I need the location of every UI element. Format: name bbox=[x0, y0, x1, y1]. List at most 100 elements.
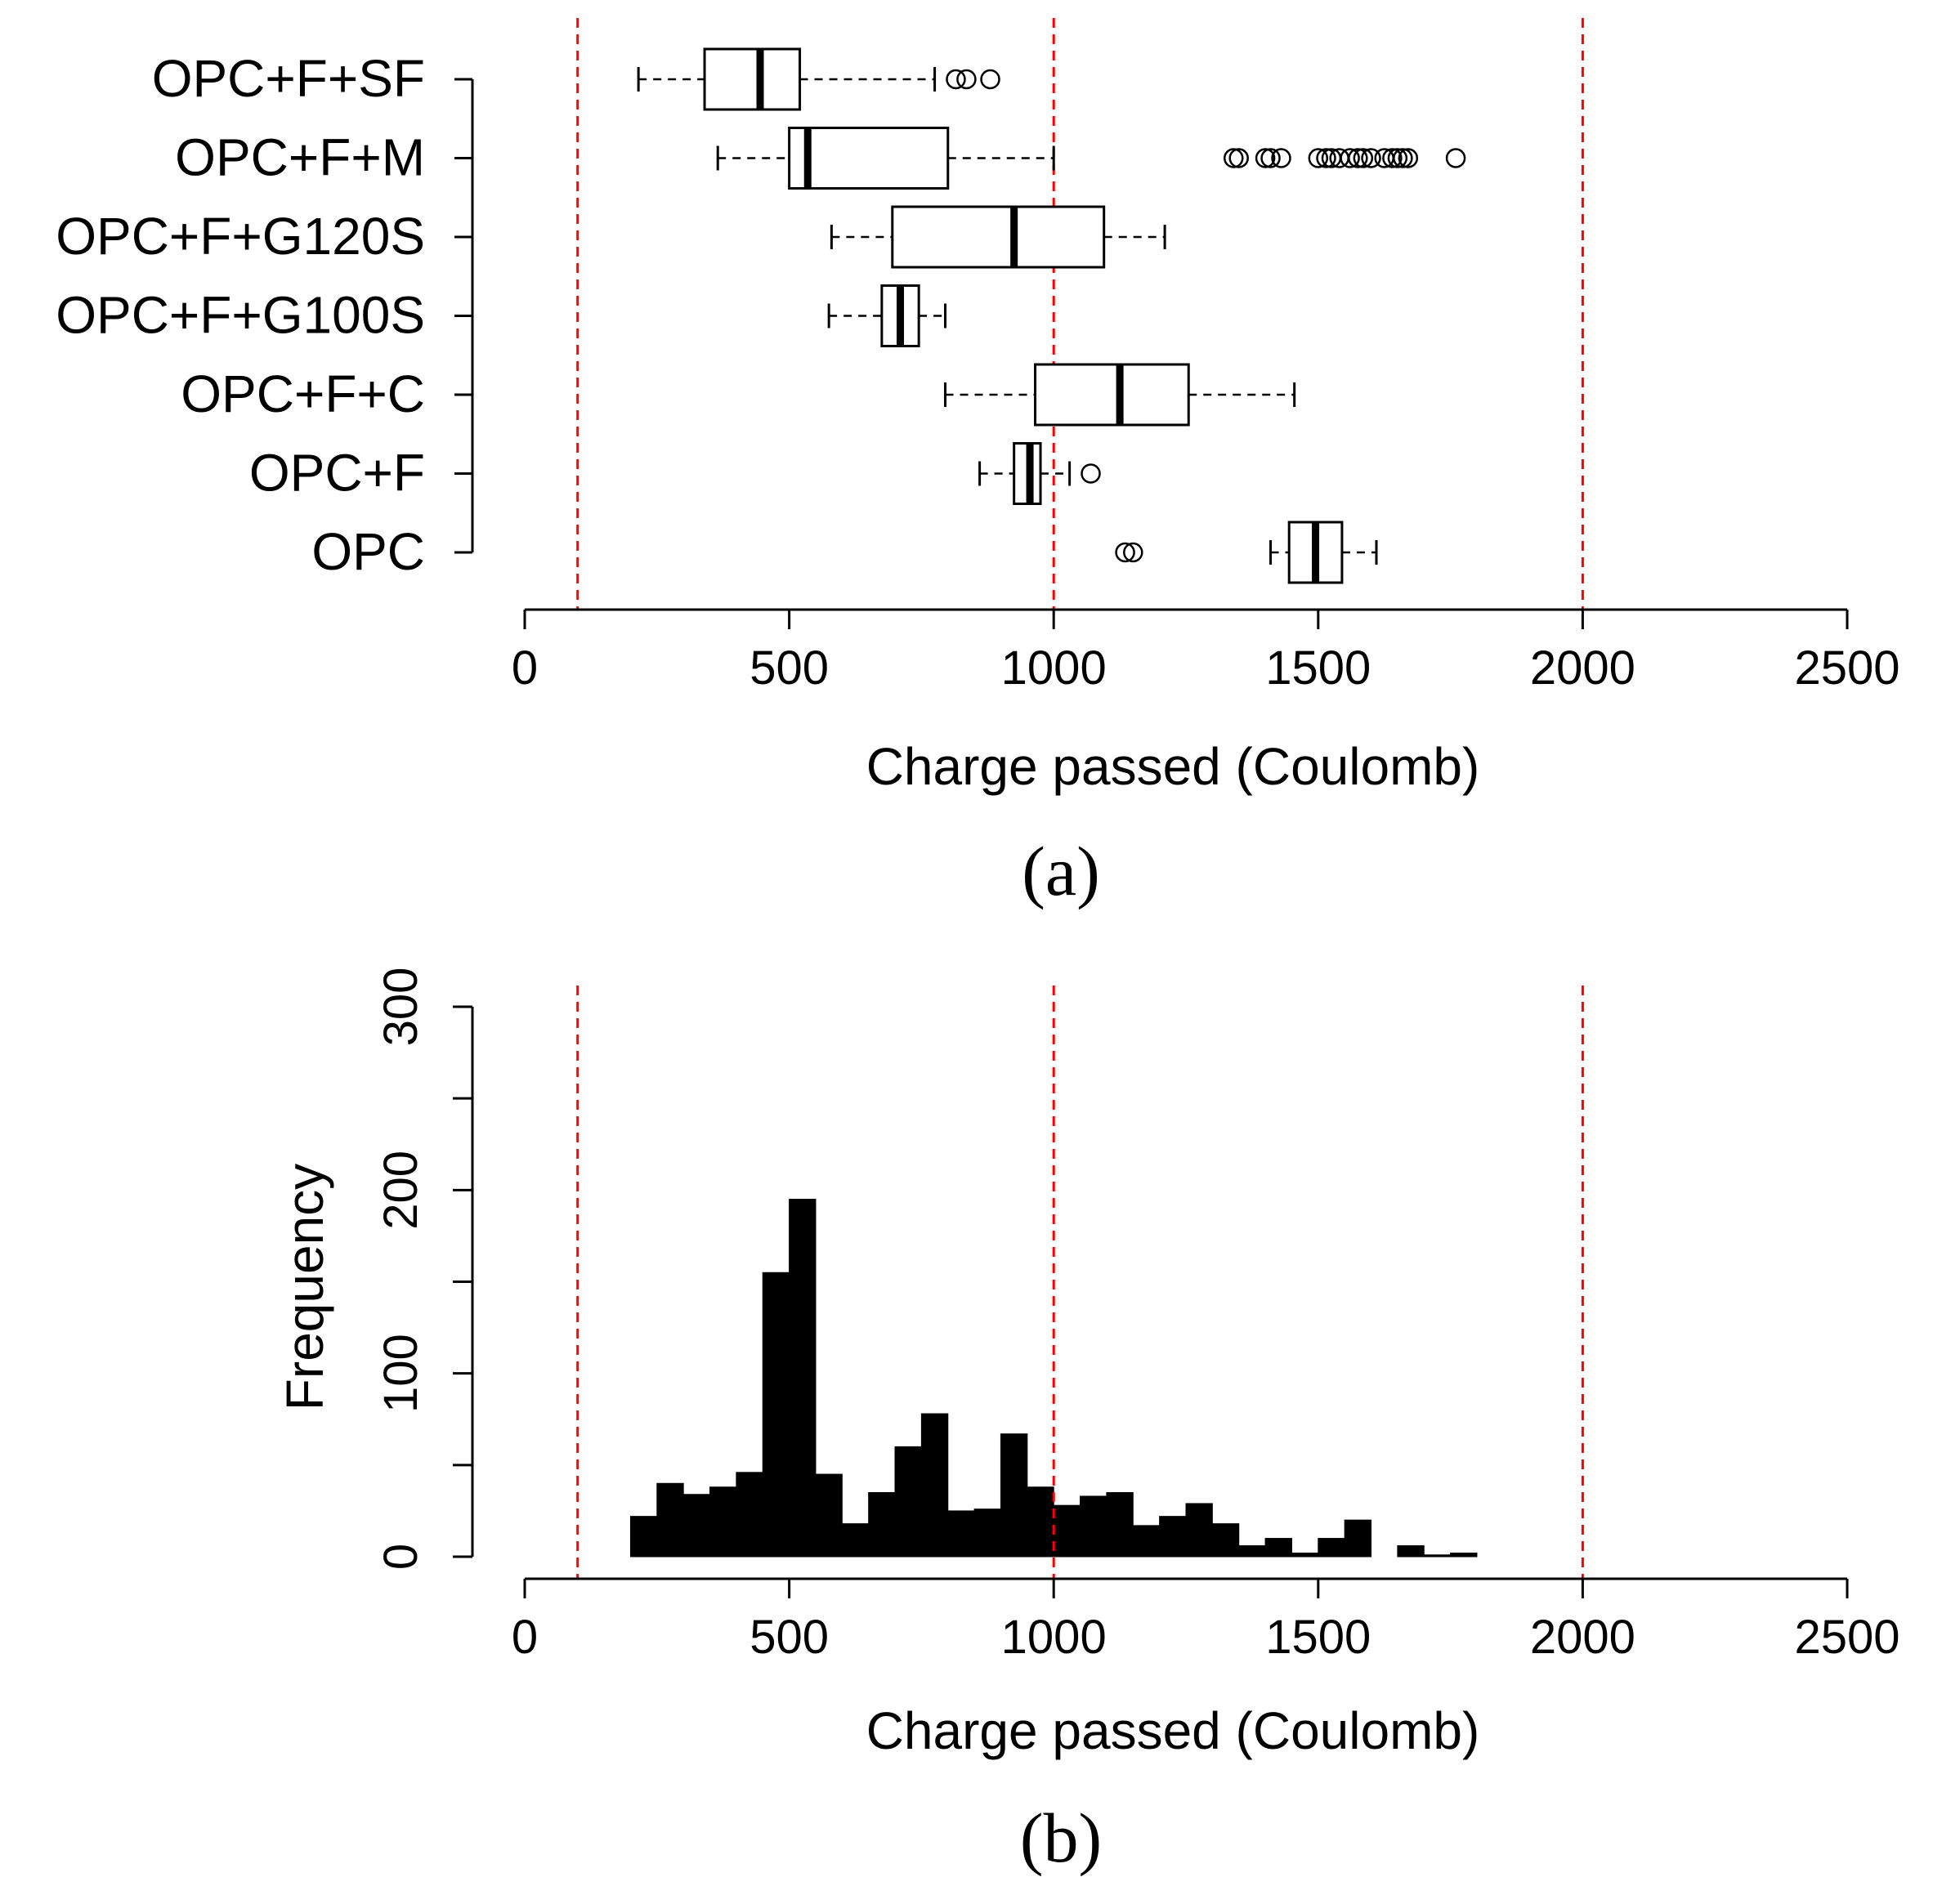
histogram-bar bbox=[1080, 1495, 1107, 1558]
x-tick-label: 2000 bbox=[1530, 1611, 1635, 1664]
outlier-point bbox=[1115, 542, 1135, 563]
x-tick-label: 500 bbox=[749, 641, 829, 695]
histogram-bar bbox=[656, 1482, 684, 1558]
x-axis-title: Charge passed (Coulomb) bbox=[866, 737, 1480, 796]
histogram-bar bbox=[789, 1199, 817, 1558]
histogram-bar bbox=[868, 1491, 896, 1558]
x-tick-label: 2500 bbox=[1794, 641, 1899, 695]
box-opc-f-sf bbox=[637, 47, 1000, 111]
box-opc bbox=[1115, 521, 1378, 584]
outlier-point bbox=[1340, 148, 1360, 168]
reference-lines bbox=[576, 18, 1584, 609]
category-label: OPC+F+C bbox=[181, 364, 425, 423]
x-tick-label: 1500 bbox=[1265, 1611, 1371, 1664]
x-tick-label: 500 bbox=[749, 1611, 829, 1664]
histogram-bar bbox=[1238, 1545, 1266, 1558]
outlier-point bbox=[1260, 148, 1281, 168]
outlier-point bbox=[1382, 148, 1403, 168]
y-tick-label: 300 bbox=[374, 968, 427, 1047]
panel-caption-b: (b) bbox=[1020, 1799, 1102, 1877]
box-opc-f bbox=[978, 442, 1101, 505]
category-label: OPC+F+G120S bbox=[56, 207, 425, 266]
boxplot-groups bbox=[637, 47, 1466, 584]
histogram-bars bbox=[629, 1199, 1478, 1558]
histogram-bar bbox=[1397, 1545, 1425, 1558]
histogram-bar bbox=[1264, 1538, 1292, 1558]
iqr-box bbox=[788, 127, 950, 190]
x-tick-label: 1000 bbox=[1001, 641, 1107, 695]
box-opc-f-c bbox=[944, 363, 1296, 427]
box-opc-f-g120s bbox=[830, 205, 1166, 269]
outlier-point bbox=[1255, 148, 1276, 168]
histogram-bar bbox=[1159, 1516, 1187, 1558]
outlier-point bbox=[1393, 148, 1413, 168]
outlier-point bbox=[1271, 148, 1291, 168]
box-opc-f-m bbox=[716, 127, 1466, 190]
histogram-bar bbox=[1132, 1525, 1161, 1558]
outlier-point bbox=[1361, 148, 1381, 168]
category-axis: OPC+F+SF OPC+F+M OPC+F+G120S OPC+F+G100S OPC… bbox=[56, 49, 474, 581]
histogram-bar bbox=[920, 1413, 949, 1558]
histogram-bar bbox=[1291, 1553, 1319, 1558]
y-tick-label: 0 bbox=[374, 1544, 427, 1570]
outlier-point bbox=[946, 69, 966, 90]
outlier-point bbox=[1329, 148, 1349, 168]
histogram-bar bbox=[841, 1523, 870, 1558]
category-label: OPC bbox=[311, 522, 425, 581]
outlier-point bbox=[1445, 148, 1466, 168]
histogram-bar bbox=[1211, 1523, 1240, 1558]
histogram-bar bbox=[947, 1510, 975, 1558]
histogram-bar bbox=[1000, 1433, 1028, 1558]
histogram-bar bbox=[815, 1473, 843, 1558]
outlier-point bbox=[1308, 148, 1329, 168]
histogram-bar bbox=[1185, 1503, 1213, 1558]
x-tick-label: 0 bbox=[512, 641, 538, 695]
x-axis: 0 500 1000 1500 2000 2500 bbox=[512, 608, 1900, 695]
x-tick-label: 2000 bbox=[1530, 641, 1635, 695]
histogram-bar bbox=[762, 1272, 790, 1558]
x-axis: 0 500 1000 1500 2000 2500 bbox=[512, 1577, 1900, 1664]
outlier-point bbox=[1228, 148, 1249, 168]
iqr-box bbox=[703, 47, 802, 111]
x-axis-title: Charge passed (Coulomb) bbox=[866, 1701, 1480, 1760]
histogram-bar bbox=[1318, 1538, 1345, 1558]
category-label: OPC+F+G100S bbox=[56, 286, 425, 345]
iqr-box bbox=[891, 205, 1106, 269]
x-tick-label: 0 bbox=[512, 1611, 538, 1664]
histogram-bar bbox=[736, 1472, 763, 1558]
histogram-bar bbox=[1450, 1553, 1478, 1558]
outlier-point bbox=[980, 69, 1000, 90]
y-axis: 0 100 200 300 bbox=[374, 968, 474, 1570]
category-label: OPC+F+SF bbox=[152, 49, 425, 108]
histogram-bar bbox=[629, 1516, 658, 1558]
panel-caption-a: (a) bbox=[1022, 832, 1099, 910]
category-label: OPC+F+M bbox=[175, 128, 425, 187]
outlier-point bbox=[1316, 148, 1336, 168]
outlier-point bbox=[1387, 148, 1408, 168]
histogram-bar bbox=[1053, 1504, 1081, 1558]
outlier-point bbox=[1123, 542, 1143, 563]
y-tick-label: 200 bbox=[374, 1151, 427, 1230]
outlier-point bbox=[1348, 148, 1368, 168]
iqr-box bbox=[1034, 363, 1190, 427]
outlier-point bbox=[1223, 148, 1244, 168]
category-label: OPC+F bbox=[249, 444, 425, 503]
x-tick-label: 2500 bbox=[1794, 1611, 1899, 1664]
histogram-bar bbox=[1106, 1491, 1134, 1558]
histogram-bar bbox=[1423, 1554, 1452, 1558]
reference-lines bbox=[576, 986, 1584, 1579]
box-opc-f-g100s bbox=[827, 284, 947, 347]
outlier-point bbox=[1398, 148, 1419, 168]
histogram-bar bbox=[709, 1486, 737, 1558]
histogram-panel: 0 100 200 300 0 500 1000 1500 2000 2500 Frequenc… bbox=[275, 968, 1900, 1877]
histogram-bar bbox=[1344, 1519, 1372, 1558]
outlier-point bbox=[1081, 463, 1101, 484]
boxplot-panel: OPC+F+SF OPC+F+M OPC+F+G120S OPC+F+G100S OPC… bbox=[56, 18, 1900, 910]
histogram-bar bbox=[682, 1494, 711, 1558]
outlier-point bbox=[1353, 148, 1374, 168]
histogram-bar bbox=[973, 1508, 1001, 1558]
x-tick-label: 1500 bbox=[1265, 641, 1371, 695]
y-tick-label: 100 bbox=[374, 1334, 427, 1413]
histogram-bar bbox=[1027, 1486, 1054, 1558]
